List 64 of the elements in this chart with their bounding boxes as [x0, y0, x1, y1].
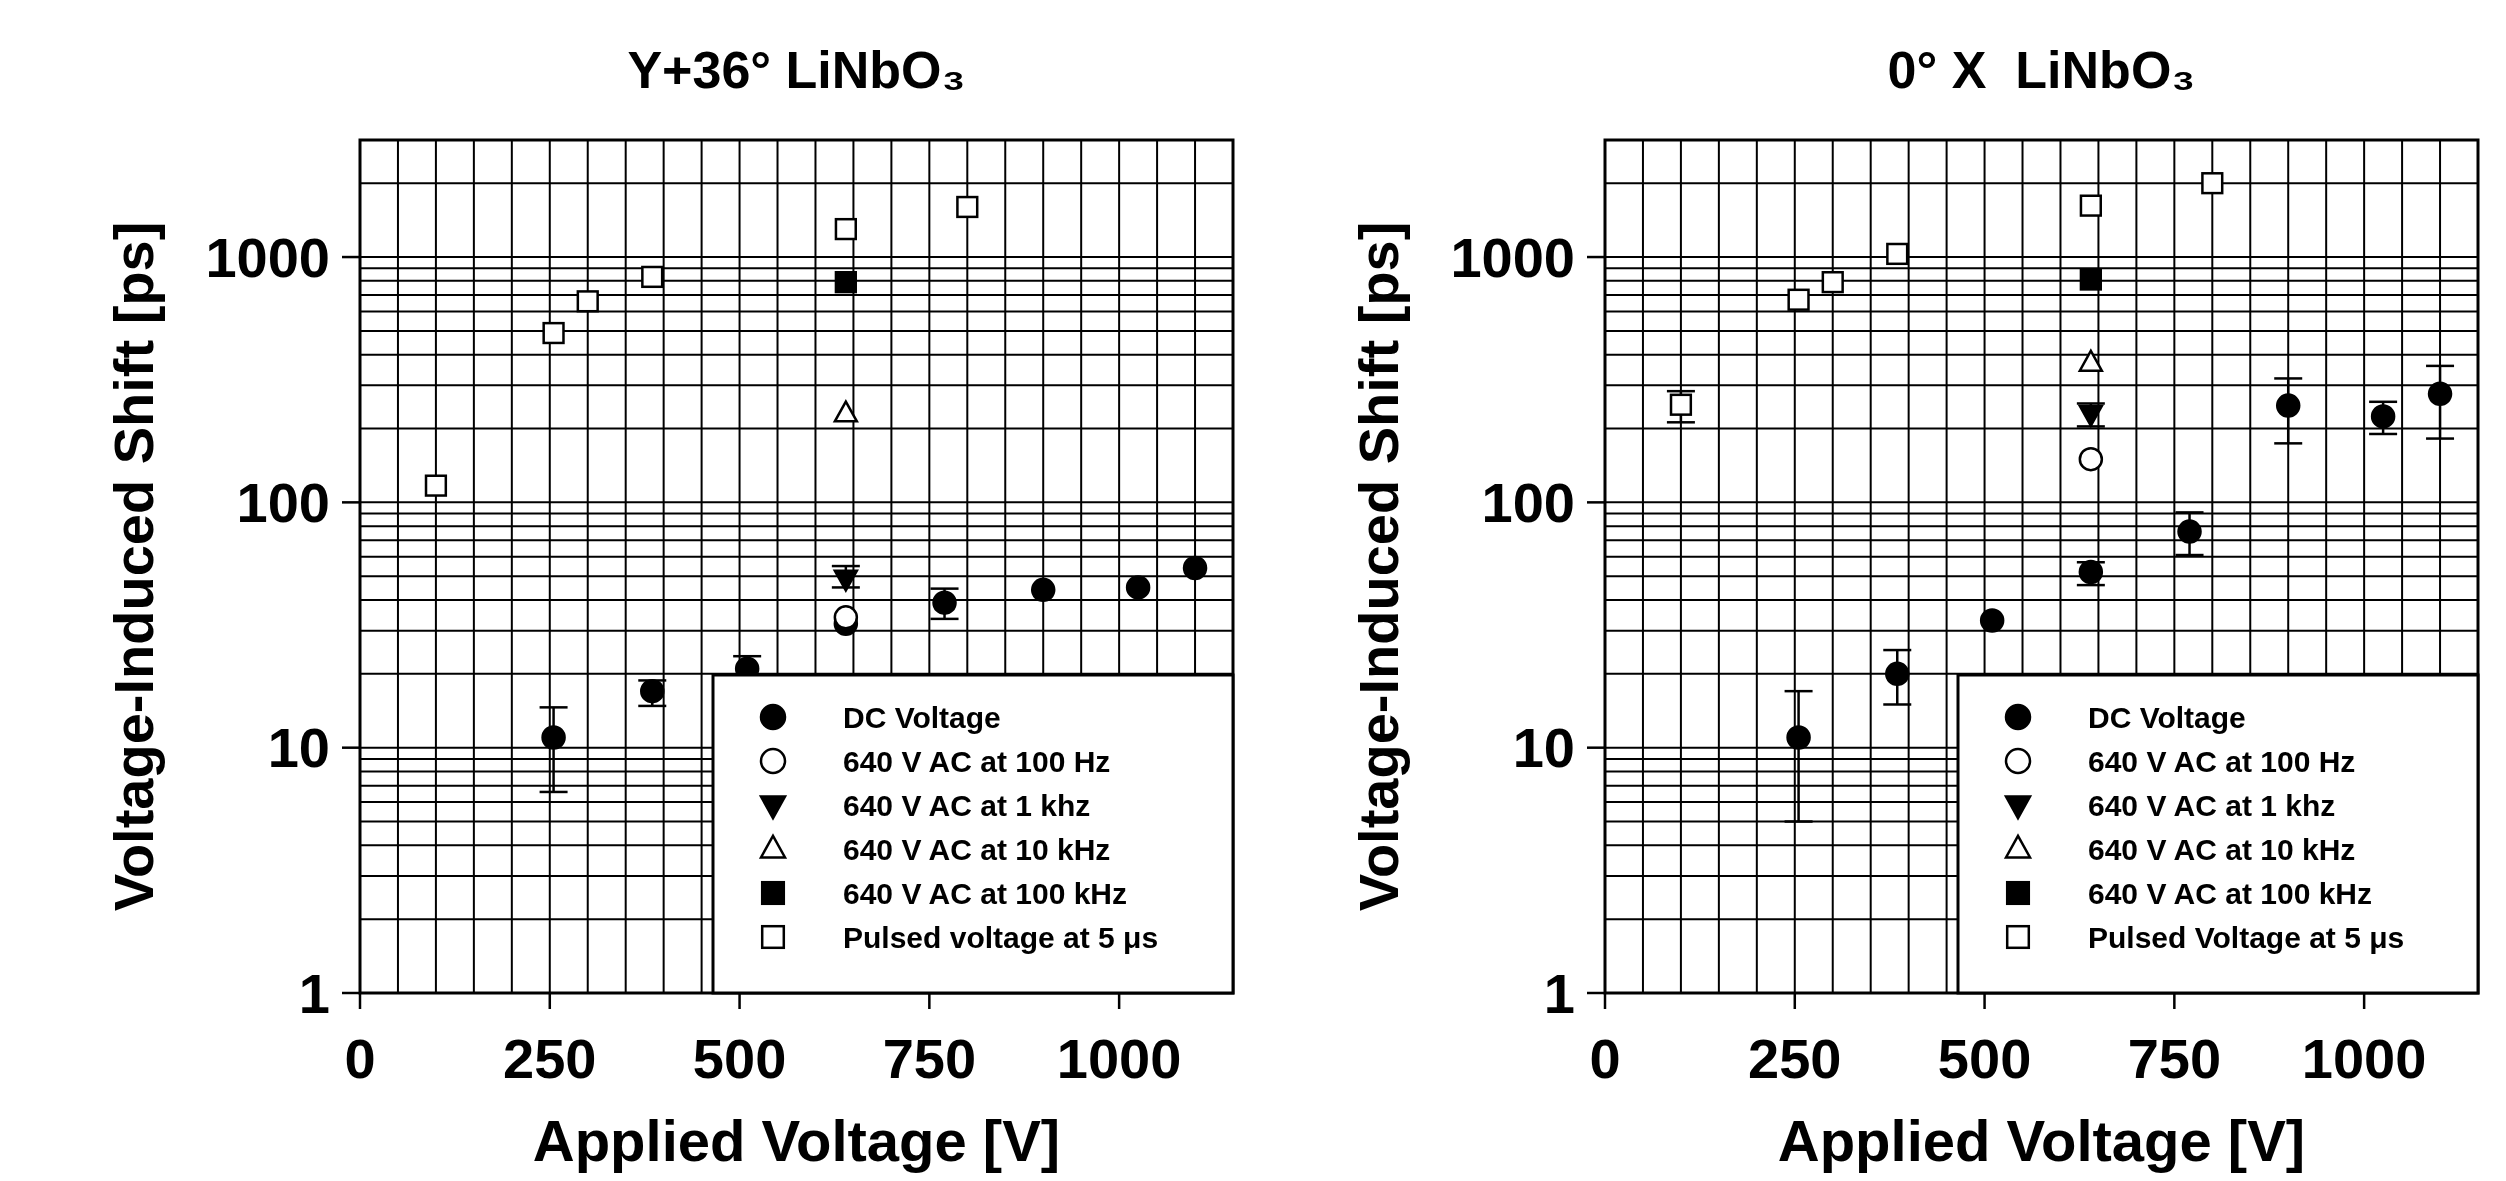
x-axis-title: Applied Voltage [V]	[532, 1108, 1061, 1173]
y-tick-label: 1	[298, 961, 330, 1025]
y-tick-label: 1000	[1450, 225, 1575, 289]
point	[542, 321, 565, 345]
x-tick-label: 500	[692, 1027, 787, 1090]
point	[834, 217, 857, 241]
point	[1886, 242, 1909, 266]
point	[576, 290, 599, 313]
point	[2079, 194, 2102, 217]
x-tick-label: 750	[882, 1027, 977, 1090]
legend-label: DC Voltage	[2088, 700, 2246, 734]
y-tick-label: 100	[236, 470, 330, 534]
point	[1786, 725, 1811, 750]
point	[2078, 446, 2104, 472]
point	[1182, 555, 1208, 581]
x-tick-label: 250	[503, 1027, 597, 1090]
x-tick-label: 750	[2127, 1027, 2222, 1090]
point	[834, 271, 857, 294]
point	[956, 195, 979, 219]
y-tick-label: 10	[1512, 716, 1575, 780]
point	[1669, 393, 1693, 416]
point	[2370, 404, 2396, 429]
x-tick-label: 500	[1937, 1027, 2032, 1090]
point	[1979, 608, 2005, 633]
legend-label: 640 V AC at 100 kHz	[2088, 876, 2373, 910]
y-tick-label: 100	[1481, 470, 1575, 534]
point	[1787, 288, 1810, 311]
point	[1821, 271, 1844, 294]
legend-label: 640 V AC at 10 kHz	[843, 832, 1111, 866]
point	[541, 725, 566, 750]
point	[2079, 268, 2102, 291]
point	[1885, 661, 1910, 687]
point	[2201, 172, 2224, 195]
point	[424, 474, 448, 497]
point	[2177, 519, 2202, 544]
chart-title: Y+36° LiNbO₃	[627, 41, 966, 99]
point	[1125, 575, 1151, 600]
x-tick-label: 0	[1589, 1027, 1621, 1090]
x-tick-label: 1000	[2301, 1027, 2427, 1090]
x-axis-title: Applied Voltage [V]	[1777, 1108, 2306, 1173]
x-tick-label: 1000	[1056, 1027, 1182, 1090]
point	[1030, 577, 1056, 603]
point	[2275, 393, 2301, 418]
legend-label: DC Voltage	[843, 700, 1001, 734]
x-tick-label: 250	[1748, 1027, 1842, 1090]
y-axis-title: Voltage-Induced Shift [ps]	[102, 221, 165, 912]
y-tick-label: 1000	[205, 225, 330, 289]
y-tick-label: 1	[1543, 961, 1575, 1025]
legend-label: Pulsed voltage at 5 μs	[843, 920, 1159, 954]
chart-title: 0° X LiNbO₃	[1887, 41, 2196, 99]
y-tick-label: 10	[267, 716, 330, 780]
point	[641, 265, 664, 289]
legend-label: 640 V AC at 10 kHz	[2088, 832, 2356, 866]
legend-label: 640 V AC at 1 khz	[843, 788, 1091, 822]
legend-label: 640 V AC at 100 Hz	[843, 744, 1111, 778]
y-axis-title: Voltage-Induced Shift [ps]	[1347, 221, 1410, 912]
x-tick-label: 0	[344, 1027, 376, 1090]
legend-label: 640 V AC at 1 khz	[2088, 788, 2336, 822]
legend-label: 640 V AC at 100 Hz	[2088, 744, 2356, 778]
point	[2427, 381, 2453, 407]
point	[932, 590, 957, 615]
legend-label: Pulsed Voltage at 5 μs	[2088, 920, 2405, 954]
legend-label: 640 V AC at 100 kHz	[843, 876, 1128, 910]
point	[833, 605, 859, 630]
